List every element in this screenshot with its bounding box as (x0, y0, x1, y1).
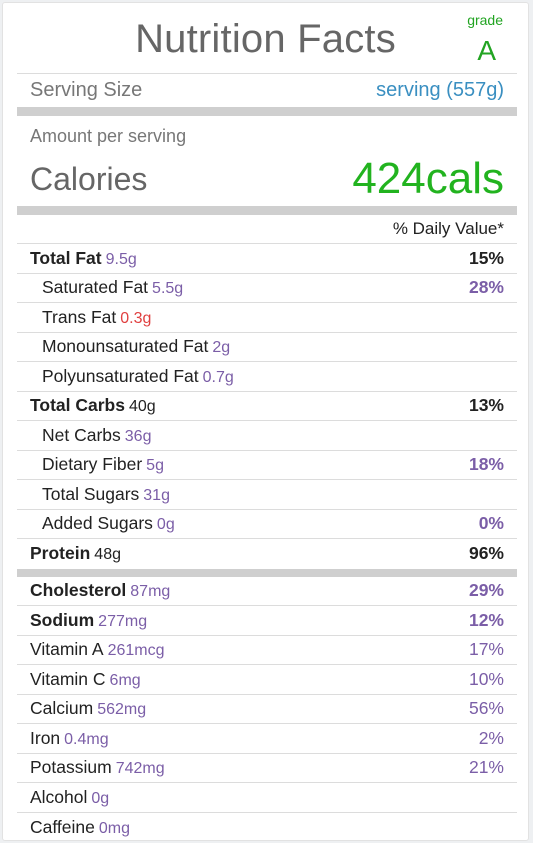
nutrient-name: Polyunsaturated Fat (42, 365, 199, 386)
nutrient-percent: 17% (468, 639, 504, 660)
nutrient-name: Cholesterol (30, 580, 127, 601)
nutrient-name: Caffeine (30, 816, 95, 837)
nutrient-percent: 13% (468, 395, 504, 416)
nutrient-name: Saturated Fat (42, 277, 149, 298)
serving-size-label: Serving Size (30, 79, 143, 101)
nutrient-amount: 0.7g (202, 368, 234, 386)
nutrient-amount: 0g (156, 516, 175, 534)
nutrient-row-calcium: Calcium 562mg 56% (17, 695, 517, 724)
grade-label: grade (467, 12, 503, 28)
nutrient-name: Total Fat (30, 247, 102, 268)
calories-row: Calories 424cals (17, 152, 517, 206)
nutrient-row-total-carbs: Total Carbs 40g 13% (17, 392, 517, 421)
nutrition-table: Serving Size serving (557g) Amount per s… (17, 73, 517, 842)
daily-value-header: % Daily Value* (17, 215, 517, 244)
nutrient-amount: 2g (212, 339, 231, 357)
nutrient-row-cholesterol: Cholesterol 87mg 29% (17, 577, 517, 606)
nutrient-name: Protein (30, 543, 91, 564)
amount-per-serving: Amount per serving (30, 126, 187, 146)
nutrient-row-net-carbs: Net Carbs 36g (17, 421, 517, 451)
nutrient-row-dietary-fiber: Dietary Fiber 5g 18% (17, 451, 517, 480)
nutrient-name: Dietary Fiber (42, 454, 143, 475)
nutrient-amount: 48g (94, 546, 121, 564)
nutrient-percent: 0% (478, 513, 504, 534)
nutrient-name: Vitamin C (30, 668, 106, 689)
nutrient-percent: 56% (468, 698, 504, 719)
thick-divider (17, 206, 517, 215)
nutrient-name: Total Sugars (42, 483, 140, 504)
nutrient-percent: 15% (468, 247, 504, 268)
nutrient-amount: 5.5g (152, 280, 184, 298)
nutrient-amount: 31g (143, 486, 170, 504)
nutrient-percent: 21% (468, 757, 504, 778)
nutrient-name: Vitamin A (30, 639, 104, 660)
nutrient-name: Total Carbs (30, 395, 125, 416)
nutrient-amount: 5g (146, 457, 164, 475)
calories-label: Calories (30, 160, 148, 197)
nutrient-amount: 6mg (109, 671, 141, 689)
nutrient-row-added-sugars: Added Sugars 0g 0% (17, 510, 517, 539)
nutrient-amount: 261mcg (107, 642, 165, 660)
nutrient-percent: 29% (468, 580, 504, 601)
nutrient-name: Potassium (30, 757, 112, 778)
nutrient-row-total-sugars: Total Sugars 31g (17, 480, 517, 510)
nutrient-row-total-fat: Total Fat 9.5g 15% (17, 244, 517, 274)
nutrient-row-monounsaturated-fat: Monounsaturated Fat 2g (17, 333, 517, 362)
thick-divider (17, 568, 517, 577)
nutrient-amount: 562mg (97, 701, 147, 719)
nutrient-row-polyunsaturated-fat: Polyunsaturated Fat 0.7g (17, 362, 517, 392)
nutrient-amount: 0.3g (120, 309, 152, 327)
nutrient-name: Sodium (30, 609, 95, 630)
calories-value: 424cals (352, 154, 504, 203)
nutrient-row-vitamin-c: Vitamin C 6mg 10% (17, 665, 517, 695)
nutrient-name: Added Sugars (42, 513, 153, 534)
nutrient-amount: 36g (124, 427, 152, 445)
nutrient-row-iron: Iron 0.4mg 2% (17, 724, 517, 754)
serving-size-row: Serving Size serving (557g) (17, 74, 517, 107)
nutrient-row-caffeine: Caffeine 0mg (17, 813, 517, 843)
nutrient-percent: 28% (468, 277, 504, 298)
nutrient-name: Calcium (30, 698, 94, 719)
nutrient-name: Iron (30, 727, 61, 748)
divider (17, 73, 517, 74)
thick-divider (17, 107, 517, 116)
nutrient-row-potassium: Potassium 742mg 21% (17, 754, 517, 783)
nutrient-name: Monounsaturated Fat (42, 336, 209, 357)
nutrient-amount: 0mg (98, 819, 130, 837)
nutrient-name: Net Carbs (42, 424, 121, 445)
nutrient-percent: 2% (478, 727, 504, 748)
nutrient-row-alcohol: Alcohol 0g (17, 783, 517, 813)
nutrient-name: Trans Fat (42, 306, 117, 327)
nutrient-amount: 87mg (130, 583, 171, 601)
nutrient-amount: 9.5g (105, 250, 137, 268)
serving-size-value: serving (557g) (376, 79, 504, 101)
grade-value: A (477, 35, 496, 66)
nutrient-row-protein: Protein 48g 96% (17, 539, 517, 569)
nutrient-amount: 277mg (98, 612, 148, 630)
nutrient-amount: 40g (128, 398, 156, 416)
nutrient-row-sodium: Sodium 277mg 12% (17, 606, 517, 636)
nutrient-row-saturated-fat: Saturated Fat 5.5g 28% (17, 274, 517, 303)
nutrient-amount: 0.4mg (64, 730, 109, 748)
nutrient-percent: 10% (468, 668, 504, 689)
nutrient-percent: 18% (468, 454, 504, 475)
nutrient-row-vitamin-a: Vitamin A 261mcg 17% (17, 636, 517, 665)
nutrient-row-trans-fat: Trans Fat 0.3g (17, 303, 517, 333)
nutrient-amount: 742mg (115, 760, 165, 778)
nutrient-percent: 12% (468, 609, 504, 630)
nutrient-percent: 96% (468, 543, 504, 564)
nutrient-amount: 0g (91, 789, 110, 807)
page-title: Nutrition Facts (135, 17, 396, 61)
nutrient-name: Alcohol (30, 786, 88, 807)
